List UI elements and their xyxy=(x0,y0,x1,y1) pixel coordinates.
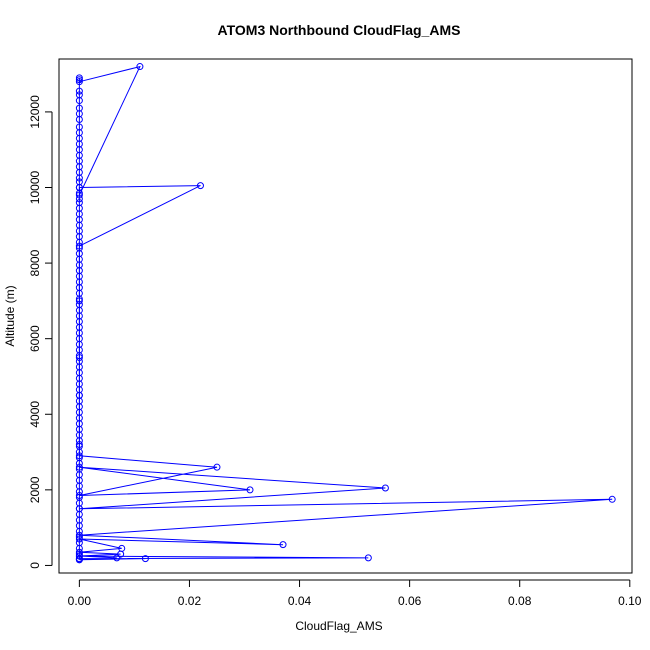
data-point xyxy=(75,76,83,84)
chart-title: ATOM3 Northbound CloudFlag_AMS xyxy=(218,22,461,38)
data-point xyxy=(141,555,149,563)
x-tick-label: 0.08 xyxy=(508,594,532,608)
y-axis: 0 2000 4000 6000 8000 10000 12000 xyxy=(28,95,53,569)
data-point xyxy=(75,115,83,123)
y-tick-label: 4000 xyxy=(28,401,42,428)
data-point xyxy=(75,74,83,82)
data-point xyxy=(136,63,144,71)
data-point xyxy=(364,554,372,562)
x-tick-label: 0.02 xyxy=(178,594,202,608)
x-axis-label: CloudFlag_AMS xyxy=(295,619,382,633)
data-point xyxy=(246,486,254,494)
series-line xyxy=(78,65,613,561)
y-tick-label: 8000 xyxy=(28,249,42,276)
data-point xyxy=(117,550,125,558)
y-tick-label: 12000 xyxy=(28,95,42,129)
plot-frame xyxy=(58,58,633,574)
y-axis-label: Altitude (m) xyxy=(3,285,17,346)
y-tick-label: 0 xyxy=(28,562,42,569)
data-point xyxy=(113,554,121,562)
series-layer xyxy=(75,63,616,564)
data-point xyxy=(381,484,389,492)
data-point xyxy=(75,174,83,182)
data-point xyxy=(75,87,83,95)
data-point xyxy=(279,541,287,549)
data-point xyxy=(75,97,83,105)
data-point xyxy=(213,463,221,471)
x-tick-label: 0.00 xyxy=(68,594,92,608)
data-point xyxy=(75,195,83,203)
data-point xyxy=(75,556,83,564)
x-axis: 0.00 0.02 0.04 0.06 0.08 0.10 xyxy=(68,579,642,608)
data-point xyxy=(196,182,204,190)
x-tick-label: 0.10 xyxy=(618,594,642,608)
x-tick-label: 0.04 xyxy=(288,594,312,608)
y-tick-label: 2000 xyxy=(28,476,42,503)
y-tick-label: 6000 xyxy=(28,325,42,352)
data-point xyxy=(608,495,616,503)
x-tick-label: 0.06 xyxy=(398,594,422,608)
y-tick-label: 10000 xyxy=(28,170,42,204)
